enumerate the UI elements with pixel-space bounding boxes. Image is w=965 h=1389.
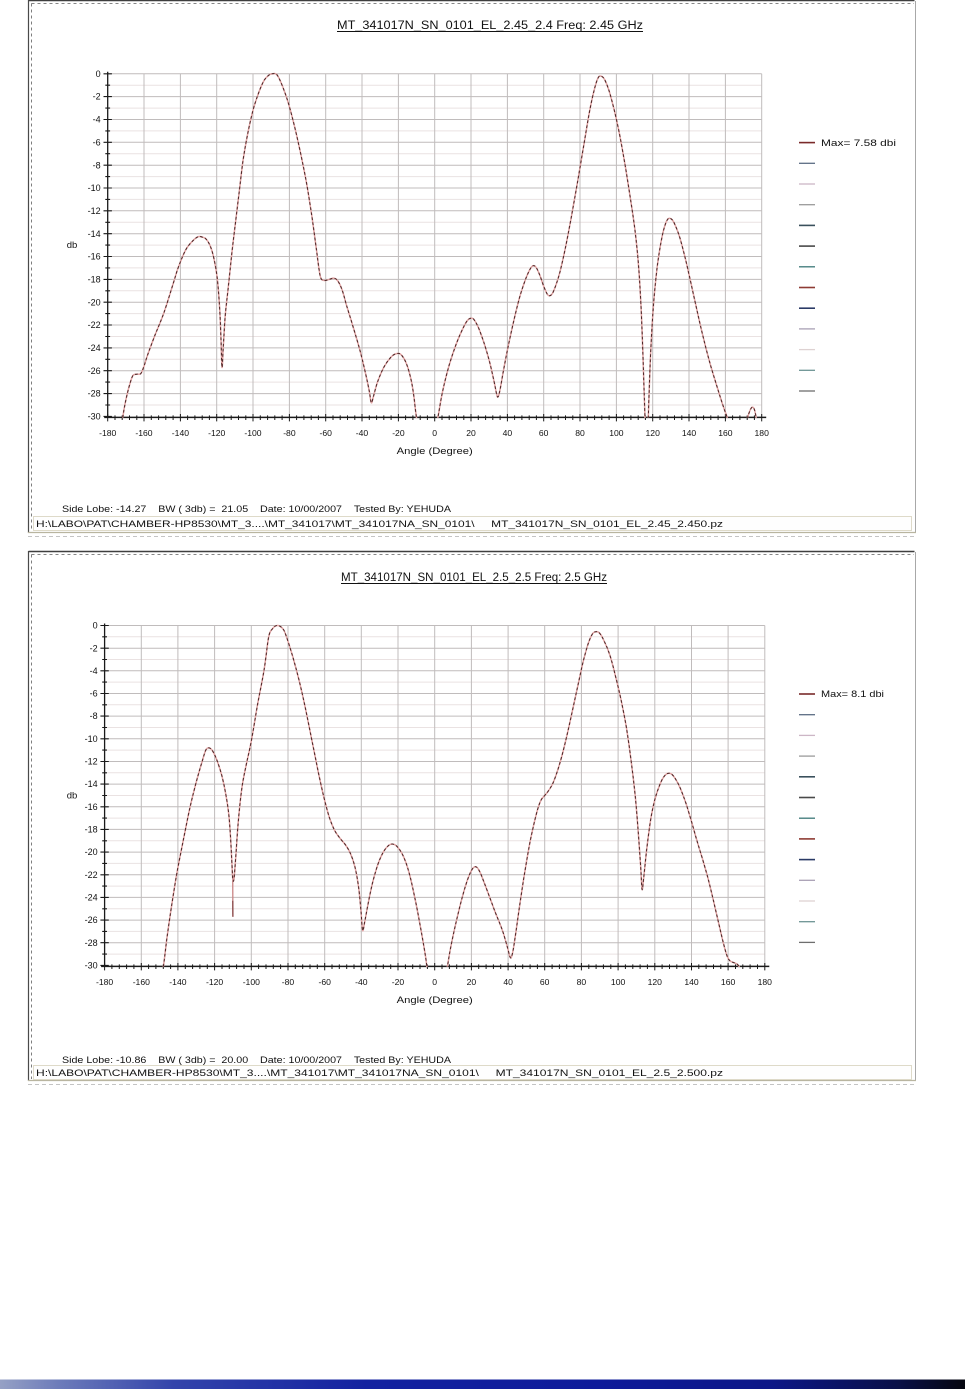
svg-text:160: 160 — [718, 428, 733, 438]
svg-text:60: 60 — [540, 977, 550, 987]
svg-text:80: 80 — [575, 428, 585, 438]
svg-text:-12: -12 — [88, 206, 101, 216]
svg-text:Side Lobe: -10.86 BW ( 3db): Side Lobe: -10.86 BW ( 3db) = 20.00 Date… — [62, 1054, 452, 1065]
svg-text:180: 180 — [758, 977, 773, 987]
svg-text:-8: -8 — [90, 711, 98, 721]
svg-text:0: 0 — [93, 621, 98, 631]
svg-text:40: 40 — [503, 977, 513, 987]
svg-text:-20: -20 — [85, 847, 98, 857]
svg-text:-140: -140 — [172, 428, 189, 438]
svg-text:0: 0 — [432, 977, 437, 987]
svg-text:-26: -26 — [85, 915, 98, 925]
svg-text:-10: -10 — [85, 734, 98, 744]
svg-text:-120: -120 — [208, 428, 225, 438]
svg-text:-80: -80 — [283, 428, 296, 438]
svg-text:Max= 7.58 dbi: Max= 7.58 dbi — [821, 138, 896, 149]
svg-text:-26: -26 — [88, 366, 101, 376]
svg-text:-8: -8 — [93, 160, 101, 170]
svg-text:-20: -20 — [392, 428, 405, 438]
svg-text:-40: -40 — [356, 428, 369, 438]
svg-text:-22: -22 — [85, 870, 98, 880]
svg-text:80: 80 — [577, 977, 587, 987]
svg-text:20: 20 — [467, 977, 477, 987]
svg-text:-30: -30 — [88, 412, 101, 422]
svg-text:0: 0 — [96, 69, 101, 79]
svg-text:-4: -4 — [90, 666, 98, 676]
svg-text:H:\LABO\PAT\CHAMBER-HP8530\MT_: H:\LABO\PAT\CHAMBER-HP8530\MT_3....\MT_3… — [36, 518, 723, 529]
svg-text:-14: -14 — [88, 229, 101, 239]
svg-text:-2: -2 — [93, 92, 101, 102]
svg-text:100: 100 — [611, 977, 626, 987]
svg-text:MT_341017N_SN_0101_EL_2.45_2.4: MT_341017N_SN_0101_EL_2.45_2.4 Freq: 2.4… — [337, 20, 643, 32]
svg-text:-120: -120 — [206, 977, 223, 987]
svg-text:-16: -16 — [85, 802, 98, 812]
svg-text:-20: -20 — [88, 297, 101, 307]
svg-text:-160: -160 — [133, 977, 150, 987]
svg-text:-6: -6 — [90, 689, 98, 699]
svg-text:-30: -30 — [85, 961, 98, 971]
svg-text:180: 180 — [755, 428, 770, 438]
svg-text:-100: -100 — [243, 977, 260, 987]
svg-text:-100: -100 — [244, 428, 261, 438]
svg-text:-4: -4 — [93, 115, 101, 125]
svg-text:-14: -14 — [85, 779, 98, 789]
svg-text:db: db — [67, 791, 78, 802]
svg-text:-180: -180 — [96, 977, 113, 987]
svg-text:160: 160 — [721, 977, 736, 987]
svg-text:Max= 8.1 dbi: Max= 8.1 dbi — [821, 689, 884, 700]
svg-text:-10: -10 — [88, 183, 101, 193]
svg-text:-140: -140 — [169, 977, 186, 987]
svg-text:0: 0 — [432, 428, 437, 438]
svg-text:Angle (Degree): Angle (Degree) — [397, 446, 473, 456]
svg-text:120: 120 — [648, 977, 663, 987]
svg-text:-6: -6 — [93, 137, 101, 147]
svg-text:Side Lobe: -14.27 BW ( 3db): Side Lobe: -14.27 BW ( 3db) = 21.05 Date… — [62, 503, 452, 514]
svg-text:-24: -24 — [85, 893, 98, 903]
svg-text:-28: -28 — [85, 938, 98, 948]
svg-text:-28: -28 — [88, 389, 101, 399]
svg-text:H:\LABO\PAT\CHAMBER-HP8530\MT_: H:\LABO\PAT\CHAMBER-HP8530\MT_3....\MT_3… — [36, 1067, 723, 1078]
svg-text:140: 140 — [684, 977, 699, 987]
svg-text:-18: -18 — [85, 825, 98, 835]
svg-text:100: 100 — [609, 428, 624, 438]
svg-text:-12: -12 — [85, 757, 98, 767]
svg-text:-2: -2 — [90, 643, 98, 653]
svg-text:140: 140 — [682, 428, 697, 438]
svg-text:-24: -24 — [88, 343, 101, 353]
svg-text:db: db — [67, 240, 78, 251]
svg-text:Angle (Degree): Angle (Degree) — [397, 995, 473, 1005]
svg-text:-16: -16 — [88, 252, 101, 262]
svg-text:20: 20 — [466, 428, 476, 438]
svg-text:-60: -60 — [318, 977, 331, 987]
svg-text:40: 40 — [503, 428, 513, 438]
svg-text:-180: -180 — [99, 428, 116, 438]
svg-text:-160: -160 — [135, 428, 152, 438]
svg-text:-20: -20 — [392, 977, 405, 987]
svg-text:60: 60 — [539, 428, 549, 438]
svg-text:-40: -40 — [355, 977, 368, 987]
svg-text:-22: -22 — [88, 320, 101, 330]
svg-text:MT_341017N_SN_0101_EL_2.5_2.5: MT_341017N_SN_0101_EL_2.5_2.5 Freq: 2.5 … — [341, 572, 607, 584]
svg-text:-80: -80 — [282, 977, 295, 987]
svg-text:120: 120 — [646, 428, 661, 438]
svg-text:-60: -60 — [319, 428, 332, 438]
svg-text:-18: -18 — [88, 275, 101, 285]
